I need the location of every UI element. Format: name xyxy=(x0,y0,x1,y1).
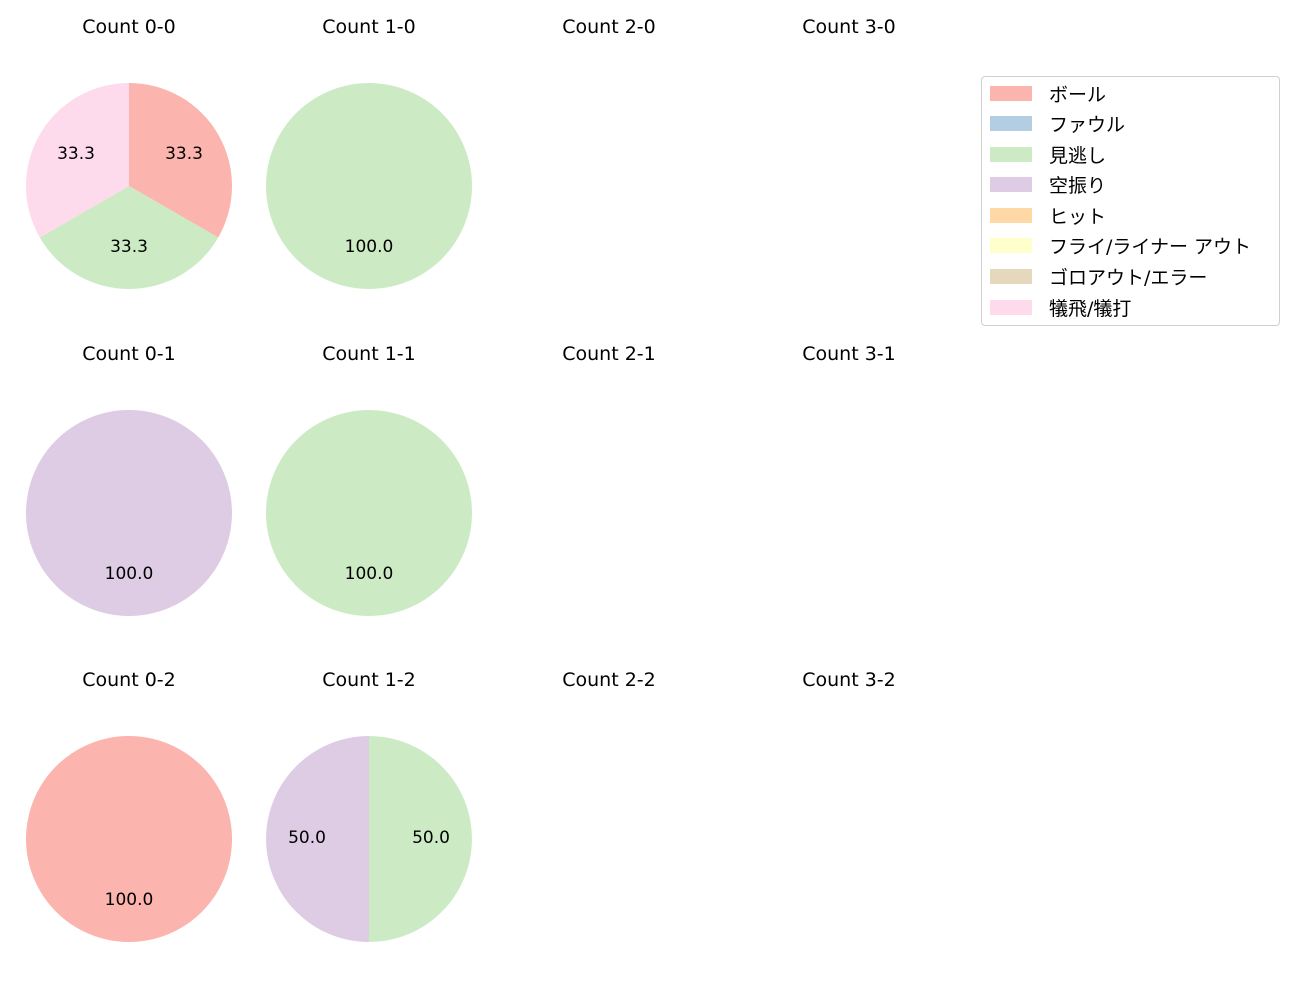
legend-swatch xyxy=(990,176,1032,192)
subplot-title-3-2: Count 3-2 xyxy=(802,669,896,691)
legend-swatch xyxy=(990,207,1032,223)
legend-item-minogashi: 見逃し xyxy=(990,142,1107,167)
legend-label: ヒット xyxy=(1049,205,1107,228)
slice-minogashi xyxy=(266,410,472,616)
legend-item-grounder-out-error: ゴロアウト/エラー xyxy=(990,264,1208,289)
slice-label: 100.0 xyxy=(105,890,154,910)
legend-label: 犠飛/犠打 xyxy=(1049,297,1132,320)
legend-label: ファウル xyxy=(1049,113,1126,136)
slice-minogashi xyxy=(39,186,219,289)
slice-karaburi xyxy=(266,736,369,942)
legend-swatch xyxy=(990,146,1032,162)
legend-swatch xyxy=(990,115,1032,131)
legend-label: フライ/ライナー アウト xyxy=(1049,235,1252,258)
subplot-title-0-2: Count 0-2 xyxy=(82,669,176,691)
subplot-title-1-0: Count 1-0 xyxy=(322,16,416,38)
slice-label: 33.3 xyxy=(165,144,203,164)
legend-item-sacrifice: 犠飛/犠打 xyxy=(990,295,1132,320)
pie-count-1-2: 50.0 50.0 xyxy=(266,736,472,942)
subplot-title-2-1: Count 2-1 xyxy=(562,343,656,365)
slice-label: 100.0 xyxy=(345,237,394,257)
legend-label: ゴロアウト/エラー xyxy=(1049,266,1208,289)
slice-karaburi xyxy=(26,410,232,616)
legend-swatch xyxy=(990,299,1032,315)
slice-label: 50.0 xyxy=(412,828,450,848)
subplot-title-2-2: Count 2-2 xyxy=(562,669,656,691)
slice-label: 100.0 xyxy=(105,564,154,584)
pie-count-1-0: 100.0 xyxy=(266,83,472,289)
slice-ball xyxy=(129,83,232,238)
subplot-title-3-0: Count 3-0 xyxy=(802,16,896,38)
legend-swatch xyxy=(990,85,1032,101)
slice-ball xyxy=(26,736,232,942)
legend-swatch xyxy=(990,268,1032,284)
legend-item-ball: ボール xyxy=(990,81,1107,106)
pie-count-0-2: 100.0 xyxy=(26,736,232,942)
slice-label: 33.3 xyxy=(57,144,95,164)
legend-swatch xyxy=(990,237,1032,253)
legend-item-hit: ヒット xyxy=(990,203,1107,228)
legend-label: 見逃し xyxy=(1049,144,1107,167)
slice-minogashi xyxy=(369,736,472,942)
legend-item-karaburi: 空振り xyxy=(990,172,1107,197)
subplot-title-0-1: Count 0-1 xyxy=(82,343,176,365)
legend: ボール ファウル 見逃し 空振り ヒット フライ/ライナー アウト ゴロアウト/… xyxy=(981,76,1280,326)
slice-gihi-gida xyxy=(26,83,129,238)
subplot-title-3-1: Count 3-1 xyxy=(802,343,896,365)
subplot-title-1-1: Count 1-1 xyxy=(322,343,416,365)
subplot-title-2-0: Count 2-0 xyxy=(562,16,656,38)
slice-label: 33.3 xyxy=(110,237,148,257)
legend-item-foul: ファウル xyxy=(990,111,1126,136)
slice-label: 50.0 xyxy=(288,828,326,848)
pie-count-0-1: 100.0 xyxy=(26,410,232,616)
legend-label: ボール xyxy=(1049,83,1107,106)
slice-minogashi xyxy=(266,83,472,289)
legend-label: 空振り xyxy=(1049,174,1107,197)
pie-count-0-0: 33.3 33.3 33.3 xyxy=(26,83,232,289)
legend-item-fly-liner-out: フライ/ライナー アウト xyxy=(990,233,1252,258)
subplot-title-1-2: Count 1-2 xyxy=(322,669,416,691)
slice-label: 100.0 xyxy=(345,564,394,584)
pie-count-1-1: 100.0 xyxy=(266,410,472,616)
subplot-title-0-0: Count 0-0 xyxy=(82,16,176,38)
